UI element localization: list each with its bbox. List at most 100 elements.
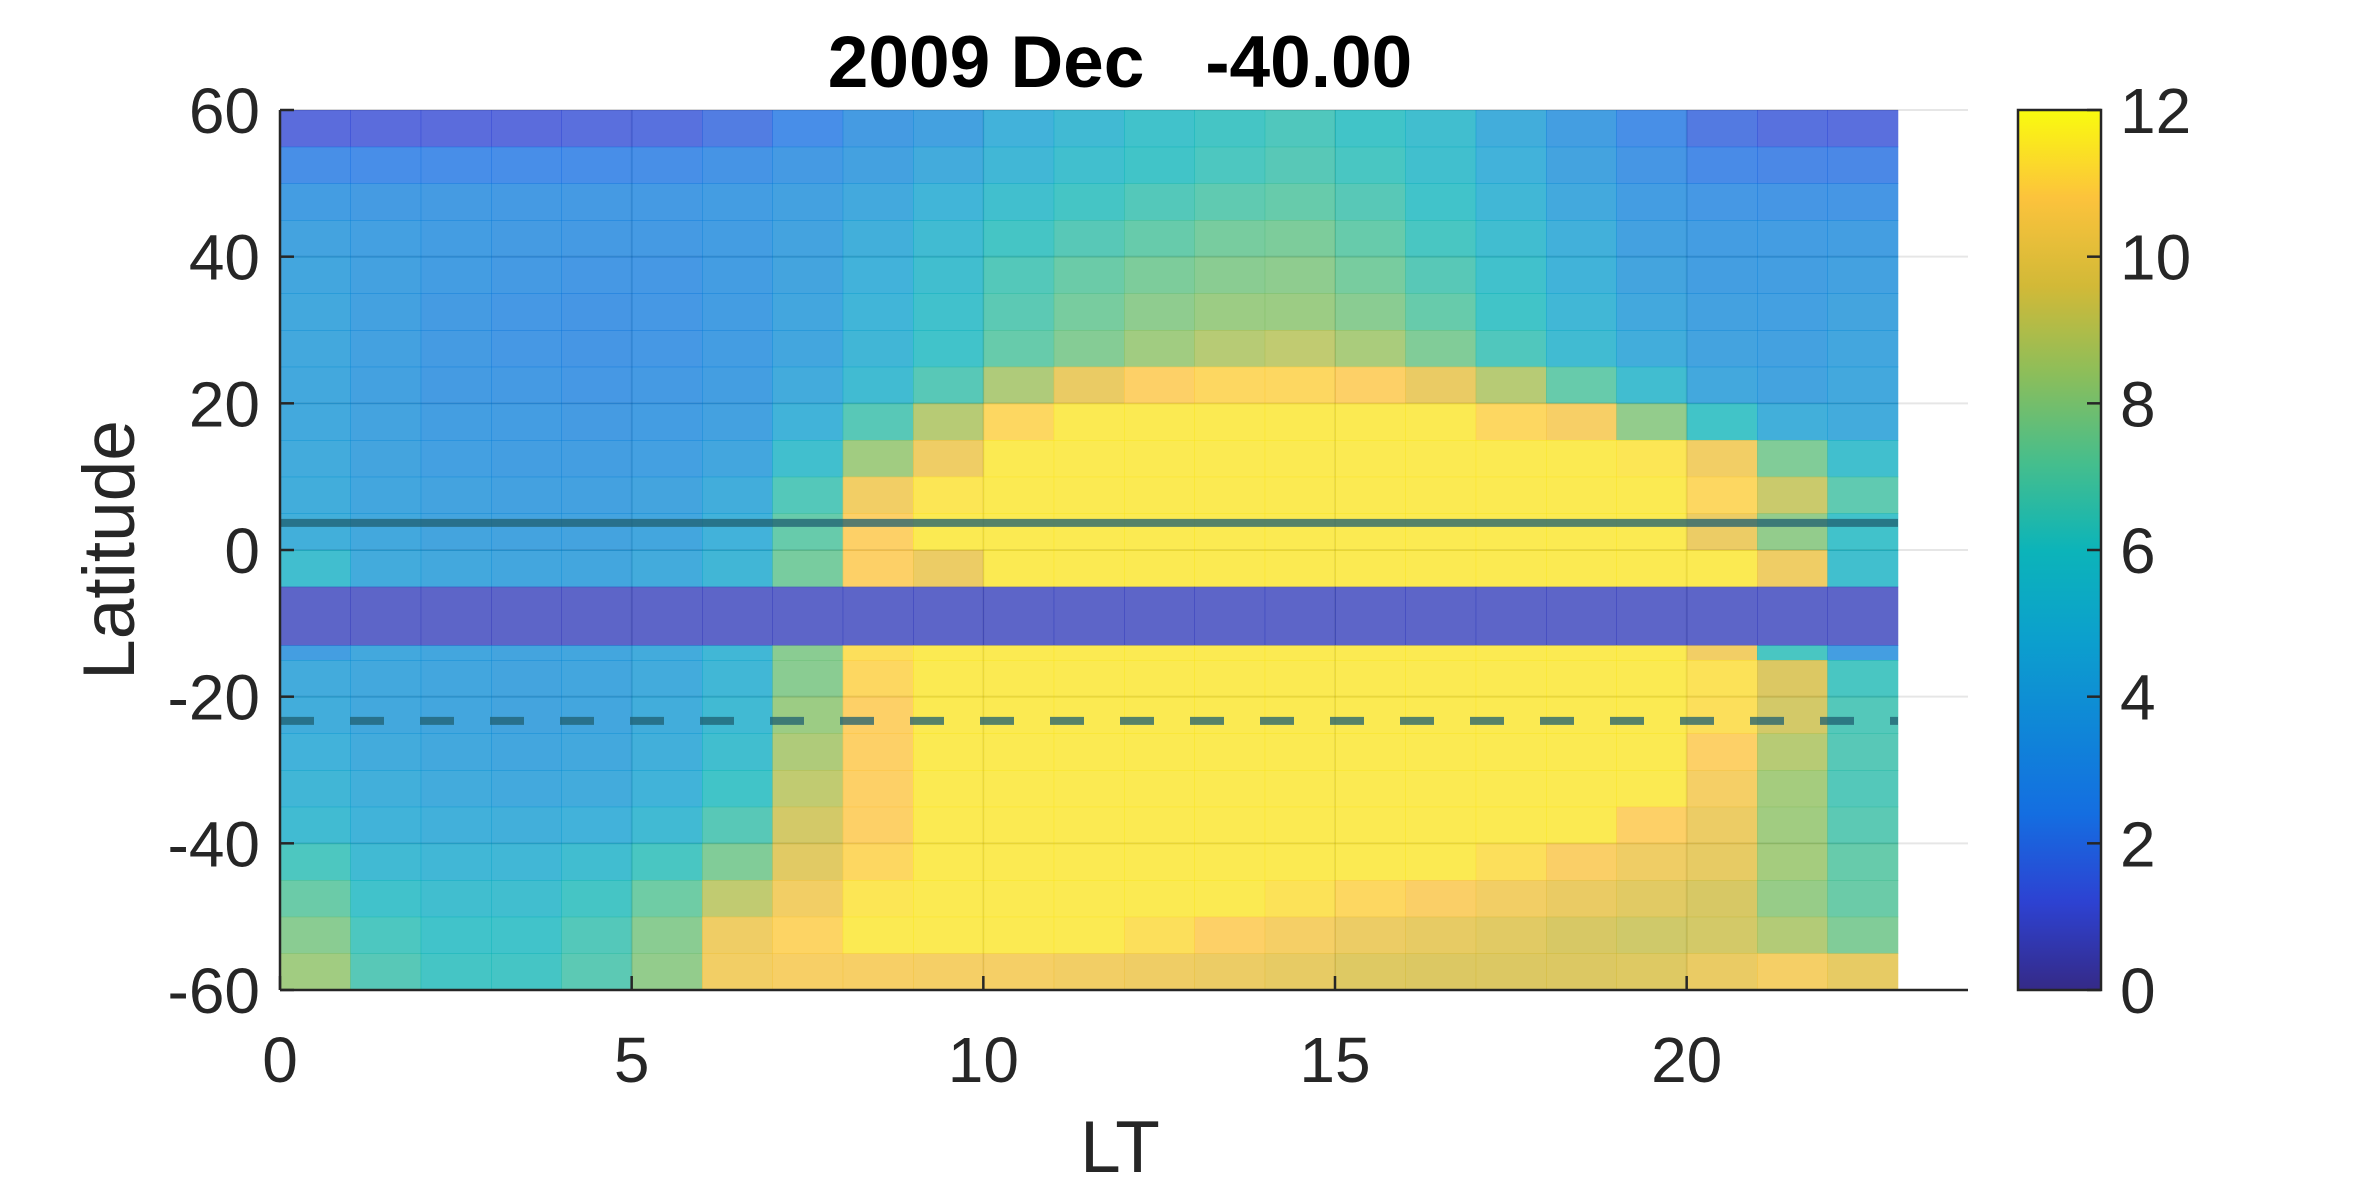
heatmap-cell (1686, 293, 1758, 331)
heatmap-cell (631, 366, 703, 404)
heatmap-cell (983, 293, 1055, 331)
heatmap-cell (842, 586, 914, 646)
heatmap-cell (280, 953, 351, 991)
heatmap-cell (491, 220, 562, 258)
heatmap-cell (1827, 256, 1899, 294)
heatmap-cell (702, 660, 773, 698)
heatmap-cell (1827, 586, 1899, 646)
y-tick-label: 40 (189, 222, 260, 294)
heatmap-cell (1827, 660, 1899, 698)
heatmap-cell (983, 880, 1055, 918)
heatmap-cell (1264, 110, 1336, 148)
heatmap-cell (1194, 660, 1266, 698)
heatmap-cell (702, 330, 773, 368)
heatmap-cell (631, 953, 703, 991)
heatmap-cell (420, 476, 492, 514)
heatmap-cell (772, 953, 844, 991)
heatmap-cell (1475, 696, 1547, 734)
heatmap-cell (1335, 403, 1406, 441)
heatmap-cell (1124, 220, 1195, 258)
heatmap-cell (350, 696, 422, 734)
heatmap-cell (1827, 843, 1899, 881)
heatmap-cell (1827, 550, 1899, 588)
y-tick-label: 0 (224, 515, 260, 587)
heatmap-cell (1616, 110, 1688, 148)
heatmap-cell (1194, 586, 1266, 646)
heatmap-cell (772, 806, 844, 844)
heatmap-cell (772, 293, 844, 331)
heatmap-cell (561, 953, 633, 991)
heatmap-cell (561, 660, 633, 698)
heatmap-cell (561, 183, 633, 221)
heatmap-cell (350, 660, 422, 698)
heatmap-cell (1405, 440, 1477, 478)
heatmap-cell (1405, 770, 1477, 808)
heatmap-cell (631, 843, 703, 881)
heatmap-cell (420, 806, 492, 844)
heatmap-cell (983, 220, 1055, 258)
heatmap-cell (913, 183, 984, 221)
heatmap-cell (983, 660, 1055, 698)
heatmap-cell (1053, 645, 1125, 661)
heatmap-cell (350, 770, 422, 808)
heatmap-cell (420, 256, 492, 294)
heatmap-cell (491, 880, 562, 918)
heatmap-cell (1686, 916, 1758, 954)
heatmap-cell (983, 330, 1055, 368)
heatmap-cell (772, 110, 844, 148)
heatmap-cell (420, 183, 492, 221)
heatmap-cell (1053, 476, 1125, 514)
heatmap-cell (1405, 366, 1477, 404)
heatmap-cell (1194, 733, 1266, 771)
heatmap-cell (350, 586, 422, 646)
heatmap-cell (1686, 330, 1758, 368)
heatmap-cell (1405, 696, 1477, 734)
heatmap-cell (350, 550, 422, 588)
heatmap-cell (1335, 770, 1406, 808)
heatmap-cell (702, 806, 773, 844)
heatmap-cell (561, 366, 633, 404)
heatmap-cell (1405, 586, 1477, 646)
heatmap-cell (1405, 110, 1477, 148)
heatmap-cell (491, 476, 562, 514)
heatmap-cell (1757, 806, 1828, 844)
heatmap-cell (1475, 916, 1547, 954)
heatmap-cell (1335, 476, 1406, 514)
heatmap-cell (1827, 645, 1899, 661)
heatmap-cell (561, 440, 633, 478)
heatmap-cell (1757, 110, 1828, 148)
heatmap-cell (1194, 916, 1266, 954)
heatmap-cell (1686, 476, 1758, 514)
heatmap-cell (772, 696, 844, 734)
heatmap-cell (1335, 183, 1406, 221)
heatmap-cell (1124, 183, 1195, 221)
heatmap-cell (842, 220, 914, 258)
heatmap-cell (1194, 366, 1266, 404)
heatmap-cell (561, 476, 633, 514)
heatmap-cell (1546, 916, 1617, 954)
heatmap-cell (491, 183, 562, 221)
heatmap-cell (1616, 256, 1688, 294)
heatmap-cell (1405, 550, 1477, 588)
heatmap-cell (1686, 550, 1758, 588)
heatmap-cell (842, 953, 914, 991)
heatmap-cell (772, 366, 844, 404)
heatmap-cell (1475, 880, 1547, 918)
heatmap-cell (1124, 110, 1195, 148)
heatmap-cell (913, 880, 984, 918)
x-tick-label: 0 (262, 1024, 298, 1096)
heatmap-cell (631, 256, 703, 294)
heatmap-cell (1475, 586, 1547, 646)
heatmap-cell (1053, 293, 1125, 331)
heatmap-cell (631, 110, 703, 148)
heatmap-cell (1124, 880, 1195, 918)
heatmap-cell (1405, 146, 1477, 184)
heatmap-cell (913, 440, 984, 478)
heatmap-cell (842, 110, 914, 148)
heatmap-cell (1053, 806, 1125, 844)
heatmap-cell (631, 806, 703, 844)
heatmap-cell (280, 440, 351, 478)
heatmap-cell (1264, 403, 1336, 441)
heatmap-cell (1475, 806, 1547, 844)
heatmap-cell (772, 550, 844, 588)
